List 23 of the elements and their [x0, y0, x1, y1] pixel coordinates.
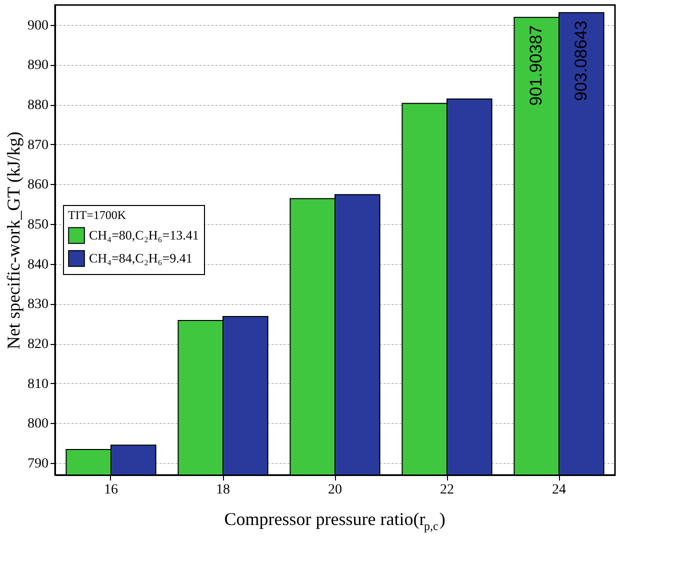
- y-tick-label: 880: [28, 98, 48, 114]
- x-tick-label: 18: [216, 482, 230, 498]
- y-tick-label: 790: [28, 456, 48, 472]
- y-axis-title: Net specific-work_GT (kJ/kg): [4, 132, 24, 350]
- y-tick-label: 850: [28, 218, 48, 233]
- y-tick-label: 840: [28, 257, 48, 272]
- x-tick-label: 20: [328, 482, 342, 498]
- x-tick-label: 16: [104, 482, 118, 498]
- data-label: 901.90387: [526, 25, 546, 106]
- y-tick-label: 870: [28, 138, 48, 153]
- legend-label: CH₄=80,C₂H₆=13.41: [89, 228, 199, 242]
- y-tick-label: 900: [28, 18, 48, 34]
- y-tick-label: 800: [28, 416, 48, 432]
- x-tick-label: 22: [440, 482, 454, 498]
- y-tick-label: 830: [28, 297, 48, 312]
- y-tick-label: 820: [28, 337, 48, 352]
- x-tick-label: 24: [552, 482, 566, 498]
- y-tick-label: 810: [28, 376, 48, 392]
- data-label: 903.08643: [571, 20, 590, 101]
- y-tick-label: 890: [28, 58, 48, 74]
- y-tick-label: 860: [28, 178, 48, 193]
- legend-label: CH₄=84,C₂H₆=9.41: [89, 250, 192, 266]
- legend-title: TIT=1700K: [68, 208, 126, 222]
